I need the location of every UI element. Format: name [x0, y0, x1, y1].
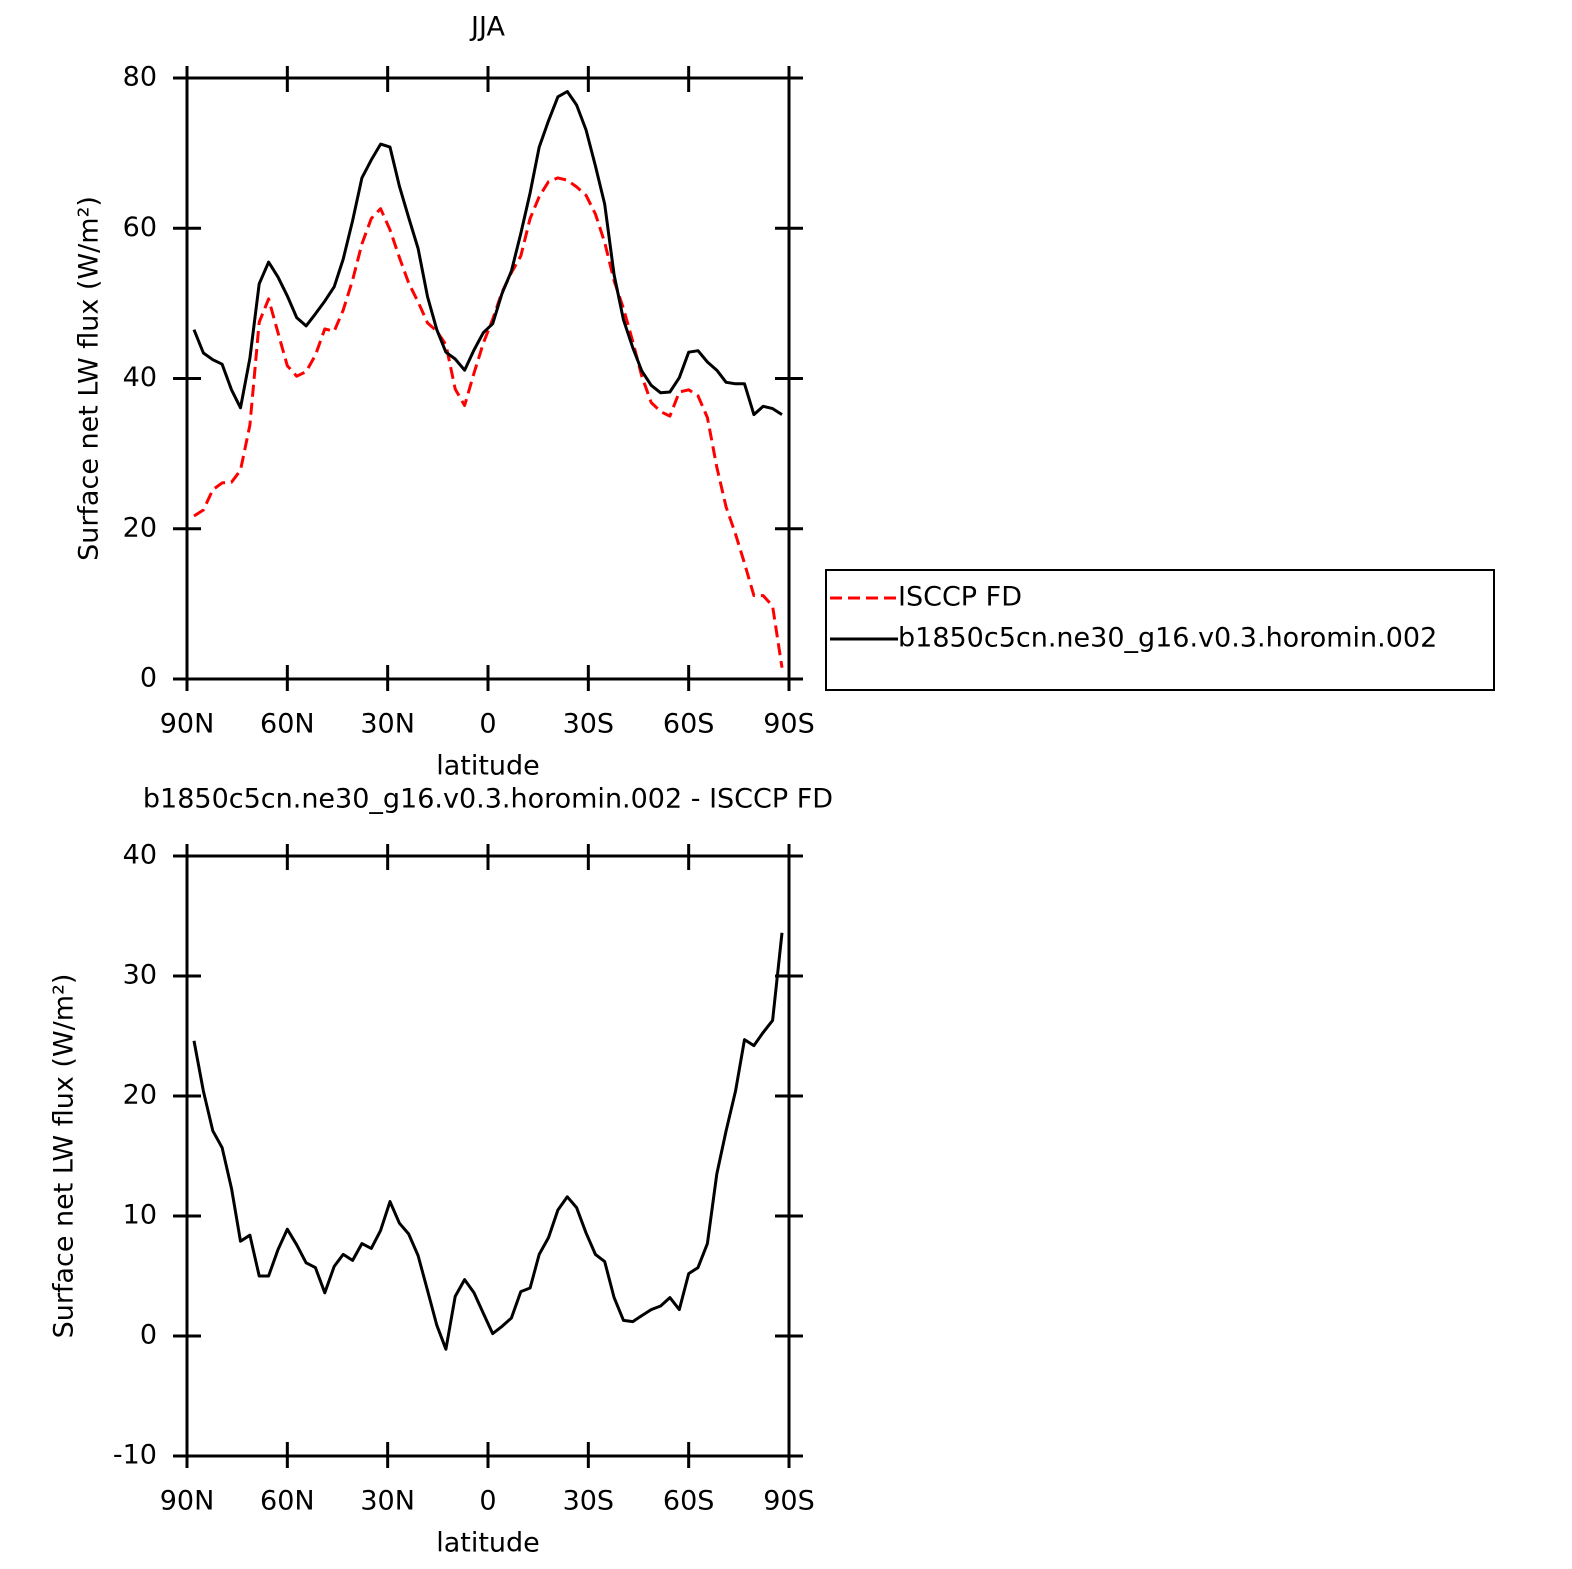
y-tick-label: 20 — [123, 512, 157, 543]
data-line — [192, 932, 784, 1351]
data-line — [193, 176, 784, 668]
data-line — [192, 90, 783, 417]
y-tick-label: 60 — [123, 212, 157, 243]
plot-frame — [185, 76, 791, 681]
x-tick-label: 90N — [160, 709, 215, 740]
x-tick-label: 0 — [479, 1486, 496, 1517]
x-tick-label: 30N — [360, 1486, 415, 1517]
y-tick-label: 80 — [123, 62, 157, 93]
y-tick-label: 30 — [123, 960, 157, 991]
legend-label: b1850c5cn.ne30_g16.v0.3.horomin.002 — [898, 623, 1437, 654]
chart-title: JJA — [469, 12, 505, 43]
x-axis-label: latitude — [436, 751, 540, 782]
x-tick-label: 30N — [360, 709, 415, 740]
x-tick-label: 90S — [763, 709, 815, 740]
legend-label: ISCCP FD — [898, 582, 1022, 613]
chart-title: b1850c5cn.ne30_g16.v0.3.horomin.002 - IS… — [143, 784, 833, 815]
x-tick-label: 60S — [663, 709, 715, 740]
legend-box — [825, 569, 1495, 691]
x-tick-label: 30S — [563, 1486, 615, 1517]
y-axis-label: Surface net LW flux (W/m²) — [74, 196, 105, 561]
x-tick-label: 60N — [260, 1486, 315, 1517]
y-tick-label: 0 — [140, 1320, 157, 1351]
y-tick-label: 10 — [123, 1200, 157, 1231]
x-tick-label: 60N — [260, 709, 315, 740]
y-tick-label: -10 — [113, 1440, 157, 1471]
x-tick-label: 90N — [160, 1486, 215, 1517]
x-axis-label: latitude — [436, 1528, 540, 1559]
x-tick-label: 60S — [663, 1486, 715, 1517]
x-tick-label: 0 — [479, 709, 496, 740]
y-tick-label: 20 — [123, 1080, 157, 1111]
x-tick-label: 30S — [563, 709, 615, 740]
y-tick-label: 40 — [123, 840, 157, 871]
y-tick-label: 0 — [140, 663, 157, 694]
plot-frame — [185, 854, 791, 1458]
x-tick-label: 90S — [763, 1486, 815, 1517]
y-axis-label: Surface net LW flux (W/m²) — [49, 974, 80, 1339]
y-tick-label: 40 — [123, 362, 157, 393]
